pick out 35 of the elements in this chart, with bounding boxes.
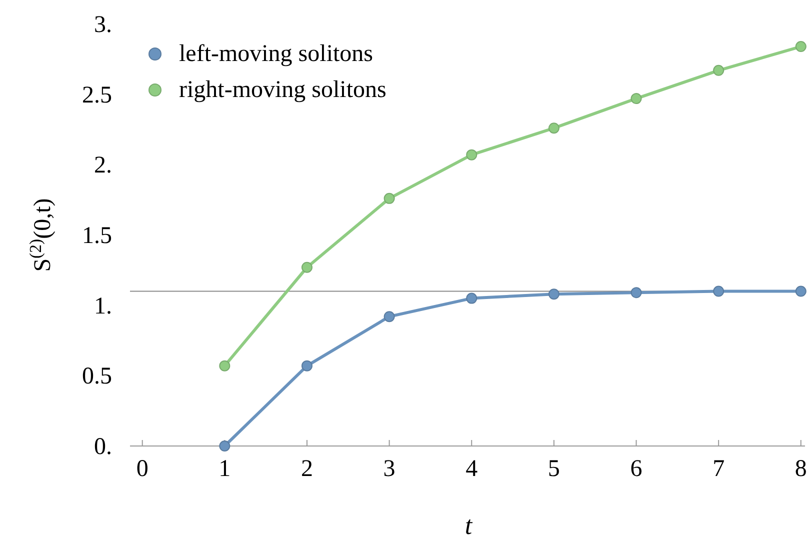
point	[466, 149, 478, 160]
point	[795, 286, 806, 297]
point	[384, 311, 395, 322]
y-tick-label: 2.5	[82, 82, 112, 108]
point	[384, 192, 395, 204]
x-axis-title: t	[464, 511, 473, 540]
y-tick-label: 0.5	[82, 364, 112, 390]
y-tick-label: 2.	[94, 152, 112, 179]
point	[219, 440, 230, 452]
point	[795, 41, 806, 52]
point	[466, 292, 478, 304]
x-tick-label: 8	[794, 456, 807, 482]
x-tick-label: 7	[712, 456, 725, 482]
point	[630, 93, 642, 104]
x-tick-label: 4	[466, 456, 478, 482]
point	[219, 360, 230, 372]
point	[713, 64, 724, 76]
y-tick-label: 1.	[94, 293, 112, 320]
point	[630, 287, 642, 298]
y-tick-label: 0.	[94, 434, 112, 460]
y-tick-label: 3.	[94, 12, 112, 38]
x-tick-label: 5	[548, 456, 560, 482]
y-tick-label: 1.5	[82, 223, 112, 249]
x-tick-label: 3	[383, 456, 396, 482]
point	[301, 360, 312, 372]
x-tick-label: 6	[630, 456, 642, 482]
x-tick-label: 1	[218, 456, 231, 482]
x-tick-label: 2	[300, 456, 313, 482]
point	[548, 288, 560, 300]
legend-label: right-moving solitons	[179, 77, 386, 103]
point	[713, 286, 724, 297]
legend-label: left-moving solitons	[179, 41, 373, 67]
point	[548, 122, 560, 134]
x-tick-label: 0	[136, 456, 148, 482]
point	[301, 262, 312, 273]
